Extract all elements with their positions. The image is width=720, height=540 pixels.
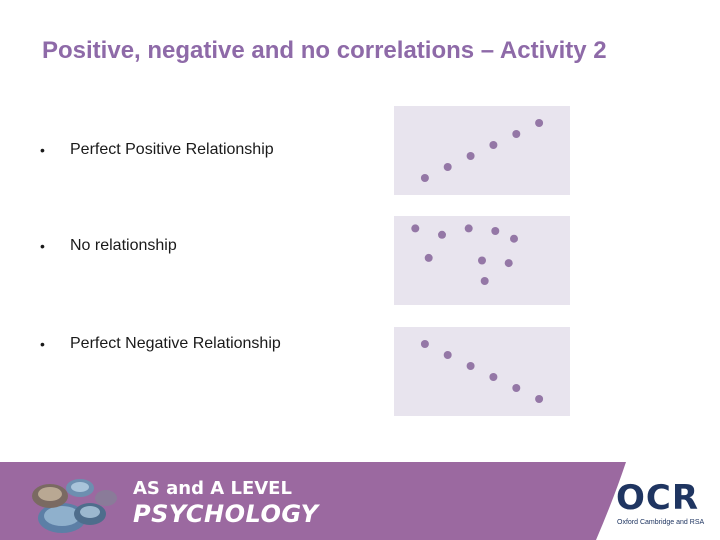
scatter-plot-negative (394, 327, 570, 416)
scatter-point-none (510, 234, 518, 243)
scatter-point-none (491, 227, 500, 235)
scatter-point-negative (443, 351, 452, 359)
ocr-logo: OCR (616, 478, 700, 518)
scatter-plot-positive (394, 106, 570, 195)
scatter-plot-none-svg (411, 224, 518, 285)
scatter-point-none (504, 259, 513, 268)
scatter-plot-negative-svg (420, 340, 544, 403)
scatter-point-negative (489, 373, 498, 381)
footer-banner: AS and A LEVEL PSYCHOLOGY OCR Oxford Cam… (0, 462, 720, 540)
scatter-plot-none (394, 216, 570, 305)
ocr-logo-subtitle: Oxford Cambridge and RSA (617, 519, 705, 526)
scatter-point-positive (489, 141, 498, 149)
scatter-point-positive (535, 119, 544, 127)
scatter-point-positive (420, 174, 429, 182)
scatter-point-none (438, 230, 446, 239)
bullet-marker: • (40, 142, 45, 158)
bullet-item-negative: • Perfect Negative Relationship (40, 334, 281, 354)
brand-level: AS and A LEVEL (133, 478, 292, 499)
scatter-point-positive (443, 163, 452, 171)
scatter-point-negative (420, 340, 429, 348)
scatter-point-none (480, 277, 489, 285)
bullet-label: Perfect Negative Relationship (70, 335, 281, 352)
scatter-point-none (464, 224, 473, 233)
scatter-plot-positive-svg (420, 119, 544, 182)
brand-text: AS and A LEVEL PSYCHOLOGY (133, 478, 318, 528)
slide-title: Positive, negative and no correlations –… (42, 37, 607, 64)
scatter-point-positive (466, 152, 475, 160)
scatter-point-none (424, 253, 433, 262)
scatter-point-negative (535, 395, 544, 403)
scatter-point-none (411, 224, 420, 233)
bullet-item-none: • No relationship (40, 236, 177, 256)
bullet-marker: • (40, 238, 45, 254)
bullet-label: Perfect Positive Relationship (70, 141, 274, 158)
globe-cluster-icon (32, 479, 117, 533)
bullet-item-positive: • Perfect Positive Relationship (40, 140, 274, 160)
logo-panel (596, 462, 720, 540)
scatter-point-negative (466, 362, 475, 370)
scatter-point-none (478, 256, 486, 265)
bullet-marker: • (40, 336, 45, 352)
scatter-point-negative (512, 384, 521, 392)
bullet-label: No relationship (70, 237, 177, 254)
brand-subject: PSYCHOLOGY (133, 500, 319, 528)
scatter-point-positive (512, 130, 521, 138)
